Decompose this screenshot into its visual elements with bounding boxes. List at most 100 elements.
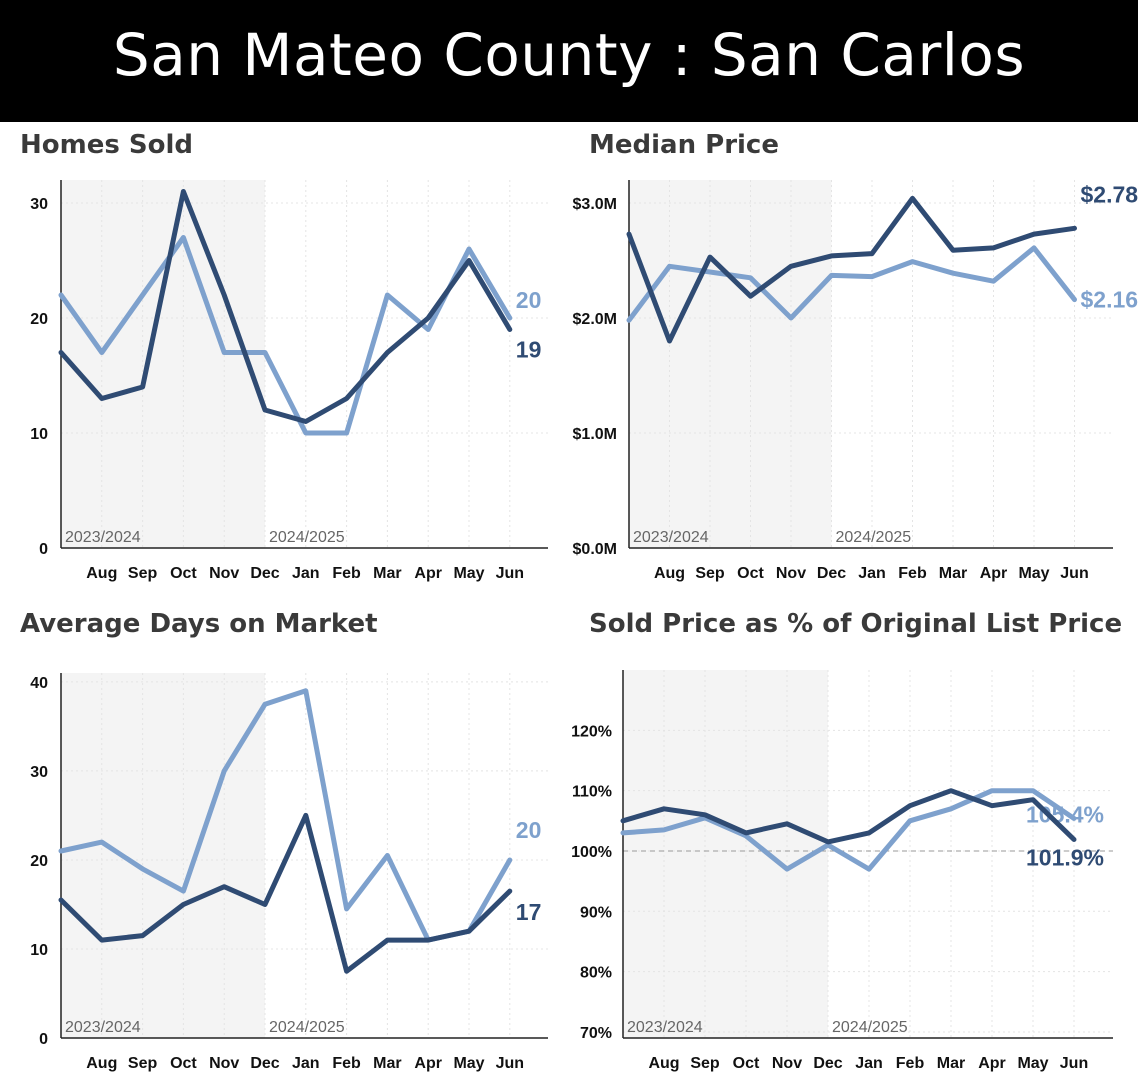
period-label: 2024/2025 [832, 1019, 908, 1036]
x-tick-label: Oct [737, 565, 764, 582]
x-tick-label: Oct [170, 1055, 197, 1072]
x-tick-label: Jun [496, 1055, 524, 1072]
x-tick-label: Nov [209, 565, 239, 582]
x-tick-label: Nov [209, 1055, 239, 1072]
y-tick-label: 10 [30, 942, 48, 959]
avg-days-on-market-chart: 0 10 20 30 40 Aug Sep Oct Nov Dec Jan Feb Mar Apr May J… [30, 673, 548, 1072]
x-tick-label: May [1017, 1055, 1048, 1072]
x-tick-label: Mar [373, 1055, 401, 1072]
y-tick-label: 0 [39, 1031, 48, 1048]
homes-sold-chart: 0 10 20 30 Aug Sep Oct Nov Dec Jan Feb Mar Apr May Jun… [30, 180, 548, 582]
series-line-0 [620, 788, 1077, 872]
x-tick-label: Feb [898, 565, 927, 582]
y-tick-label: 80% [580, 965, 612, 982]
series-line-1 [626, 195, 1077, 344]
x-tick-label: Feb [332, 1055, 361, 1072]
period-label: 2024/2025 [269, 1019, 345, 1036]
x-tick-label: Dec [250, 565, 279, 582]
x-tick-label: Aug [648, 1055, 679, 1072]
period-shade [61, 180, 265, 548]
x-tick-label: Nov [776, 565, 806, 582]
y-tick-label: 0 [39, 541, 48, 558]
x-tick-label: Mar [937, 1055, 965, 1072]
y-tick-label: 110% [572, 784, 612, 801]
x-tick-label: May [1018, 565, 1049, 582]
page-header: San Mateo County : San Carlos [0, 0, 1138, 122]
x-tick-label: Sep [690, 1055, 720, 1072]
period-label: 2023/2024 [65, 529, 141, 546]
series-end-label-0: $2.16M [1081, 287, 1138, 313]
x-tick-label: Aug [86, 1055, 117, 1072]
y-tick-label: 30 [30, 764, 48, 781]
y-tick-label: $0.0M [573, 541, 617, 558]
x-tick-label: Oct [733, 1055, 760, 1072]
period-label: 2023/2024 [627, 1019, 703, 1036]
median-price-chart: $0.0M $1.0M $2.0M $3.0M Aug Sep Oct Nov Dec Jan Fe… [573, 180, 1138, 582]
period-shade [629, 180, 832, 548]
x-tick-label: Mar [939, 565, 967, 582]
median-price-panel: Median Price $0.0M $1.0M $2.0M $3.0M Aug Sep O… [569, 122, 1138, 601]
y-tick-label: 20 [30, 311, 48, 328]
y-tick-label: 10 [30, 426, 48, 443]
series-line-1 [58, 189, 513, 424]
sold-price-pct-title: Sold Price as % of Original List Price [589, 609, 1123, 639]
y-tick-label: 120% [571, 723, 612, 740]
y-tick-label: 100% [571, 844, 612, 861]
y-tick-label: 40 [30, 675, 48, 692]
series-line-0 [58, 235, 513, 436]
period-label: 2023/2024 [633, 529, 709, 546]
x-tick-label: Jun [1060, 1055, 1088, 1072]
period-label: 2023/2024 [65, 1019, 141, 1036]
period-shade [61, 673, 265, 1038]
sold-price-pct-panel: Sold Price as % of Original List Price 7… [569, 601, 1138, 1080]
x-tick-label: Dec [817, 565, 846, 582]
y-tick-label: 20 [30, 853, 48, 870]
x-tick-label: May [453, 1055, 484, 1072]
series-end-label-0: 20 [516, 287, 542, 313]
series-end-label-1: 19 [516, 337, 542, 363]
x-tick-label: Jan [292, 565, 320, 582]
x-tick-label: Jan [858, 565, 886, 582]
series-line-1 [620, 788, 1077, 845]
x-tick-label: Dec [813, 1055, 842, 1072]
x-tick-label: Sep [695, 565, 725, 582]
avg-days-on-market-panel: Average Days on Market 0 10 20 30 40 Aug Sep Oc… [0, 601, 569, 1080]
homes-sold-title: Homes Sold [20, 130, 193, 160]
series-end-label-1: $2.78M [1081, 181, 1138, 207]
period-label: 2024/2025 [836, 529, 912, 546]
x-tick-label: Aug [654, 565, 685, 582]
x-tick-label: Nov [772, 1055, 802, 1072]
x-tick-label: Apr [414, 1055, 442, 1072]
y-tick-label: 70% [580, 1025, 612, 1042]
y-tick-label: $2.0M [573, 311, 617, 328]
period-shade [623, 670, 828, 1038]
x-tick-label: Mar [373, 565, 401, 582]
x-tick-label: Feb [332, 565, 361, 582]
x-tick-label: Jun [1060, 565, 1088, 582]
x-tick-label: Jan [855, 1055, 883, 1072]
y-tick-label: 90% [580, 904, 612, 921]
y-tick-label: 30 [30, 196, 48, 213]
x-tick-label: Jun [496, 565, 524, 582]
y-tick-label: $3.0M [573, 196, 617, 213]
x-tick-label: Apr [980, 565, 1008, 582]
x-tick-label: Dec [250, 1055, 279, 1072]
series-line-1 [58, 812, 513, 974]
x-tick-label: Sep [128, 565, 158, 582]
x-tick-label: May [453, 565, 484, 582]
x-tick-label: Jan [292, 1055, 320, 1072]
period-label: 2024/2025 [269, 529, 345, 546]
series-end-label-1: 101.9% [1026, 845, 1104, 871]
x-tick-label: Sep [128, 1055, 158, 1072]
page-title: San Mateo County : San Carlos [112, 21, 1026, 89]
series-end-label-1: 17 [516, 899, 542, 925]
x-tick-label: Oct [170, 565, 197, 582]
homes-sold-panel: Homes Sold 0 10 20 30 Aug Sep Oct Nov Dec Jan Feb M… [0, 122, 569, 601]
x-tick-label: Apr [414, 565, 442, 582]
x-tick-label: Aug [86, 565, 117, 582]
median-price-title: Median Price [589, 130, 779, 160]
x-tick-label: Feb [896, 1055, 925, 1072]
sold-price-pct-chart: 70% 80% 90% 100% 110% 120% Aug Sep Oct Nov Dec Jan F… [571, 670, 1113, 1072]
y-tick-label: $1.0M [573, 426, 617, 443]
avg-days-on-market-title: Average Days on Market [20, 609, 378, 639]
